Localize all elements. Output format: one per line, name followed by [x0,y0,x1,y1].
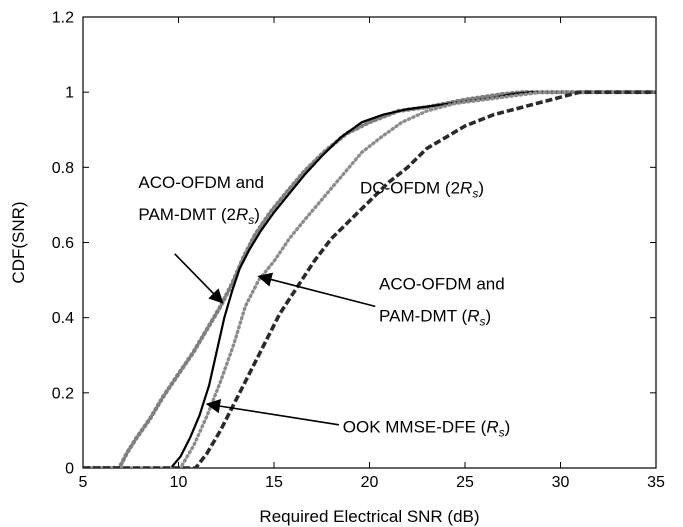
series-line-3 [83,90,656,468]
y-axis-label: CDF(SNR) [9,201,28,283]
y-tick-label: 0 [65,461,74,478]
y-tick-label: 1 [65,85,74,102]
series-line-2 [83,91,656,468]
series-line-4 [83,90,656,468]
annotation-3-line-2: PAM-DMT (Rs​) [379,306,491,328]
annotation-3-arrow [257,272,376,308]
x-tick-label: 25 [456,474,474,491]
y-tick-label: 1.2 [52,10,74,27]
annotation-1-line-2: PAM-DMT (2Rs​) [138,205,260,227]
plot-frame [82,16,657,469]
y-tick-label: 0.4 [52,310,74,327]
x-tick-label: 30 [552,474,570,491]
annotation-4-arrow [205,399,340,426]
x-tick-label: 35 [647,474,665,491]
series-layer [83,90,656,468]
x-tick-label: 10 [170,474,188,491]
annotation-3-line-1: ACO-OFDM and [379,274,505,293]
annotation-1-arrow [174,253,224,304]
annotation-2-line-1: DC-OFDM (2Rs​) [360,179,484,201]
series-line-1 [83,90,656,468]
axis-ticks: 5 10 15 20 25 30 35 0 0.2 0.4 0.6 0.8 1 1.2 [52,10,665,492]
x-tick-label: 5 [79,474,88,491]
x-tick-label: 15 [265,474,283,491]
annotation-layer: ACO-OFDM and PAM-DMT (2Rs​) DC-OFDM (2Rs​)… [138,173,510,439]
y-tick-label: 0.6 [52,235,74,252]
y-tick-label: 0.2 [52,385,74,402]
annotation-4-line-1: OOK MMSE-DFE (Rs​) [343,417,511,439]
x-axis-label: Required Electrical SNR (dB) [259,507,479,526]
annotation-1-line-1: ACO-OFDM and [138,173,264,192]
y-tick-label: 0.8 [52,160,74,177]
x-tick-label: 20 [361,474,379,491]
